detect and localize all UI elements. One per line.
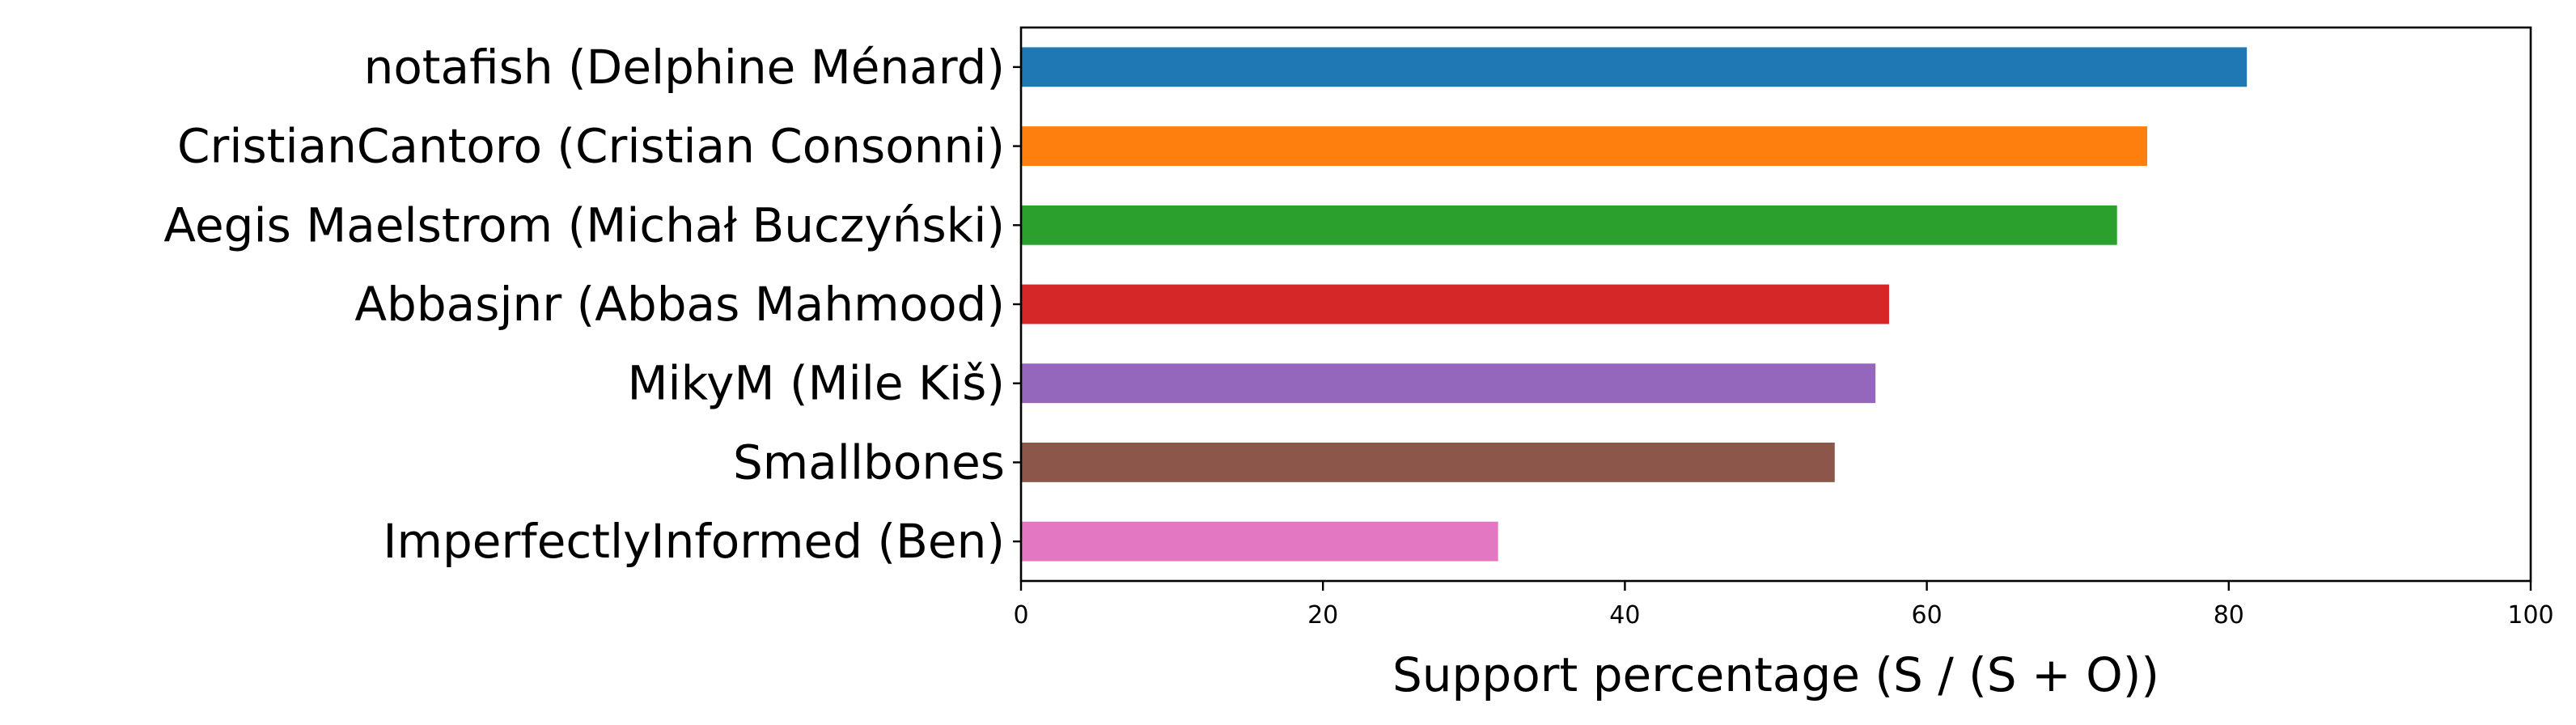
x-tick-label-2: 40 xyxy=(1609,601,1640,630)
category-label-1: CristianCantoro (Cristian Consonni) xyxy=(177,119,1005,174)
bar-0 xyxy=(1021,47,2248,87)
x-tick-label-1: 20 xyxy=(1307,601,1338,630)
bar-5 xyxy=(1021,443,1835,482)
bar-4 xyxy=(1021,363,1876,404)
bar-2 xyxy=(1021,205,2117,245)
bars-layer xyxy=(1021,47,2248,562)
x-axis-title: Support percentage (S / (S + O)) xyxy=(1392,647,2159,702)
bar-3 xyxy=(1021,284,1889,324)
category-label-4: MikyM (Mile Kiš) xyxy=(628,356,1006,411)
category-label-6: ImperfectlyInformed (Ben) xyxy=(383,514,1005,569)
category-label-0: notafish (Delphine Ménard) xyxy=(364,40,1005,95)
x-tick-label-0: 0 xyxy=(1013,601,1028,630)
category-labels-layer: notafish (Delphine Ménard) CristianCantor… xyxy=(163,40,1021,569)
x-ticks-layer: 0 20 40 60 80 100 xyxy=(1013,581,2554,630)
x-tick-label-3: 60 xyxy=(1912,601,1943,630)
category-label-3: Abbasjnr (Abbas Mahmood) xyxy=(354,277,1005,332)
category-label-5: Smallbones xyxy=(733,435,1005,490)
x-tick-label-5: 100 xyxy=(2507,601,2553,630)
plot-frame xyxy=(1019,26,2532,583)
category-label-2: Aegis Maelstrom (Michał Buczyński) xyxy=(163,197,1005,252)
bar-1 xyxy=(1021,126,2148,166)
bar-6 xyxy=(1021,521,1498,562)
x-tick-label-4: 80 xyxy=(2214,601,2244,630)
